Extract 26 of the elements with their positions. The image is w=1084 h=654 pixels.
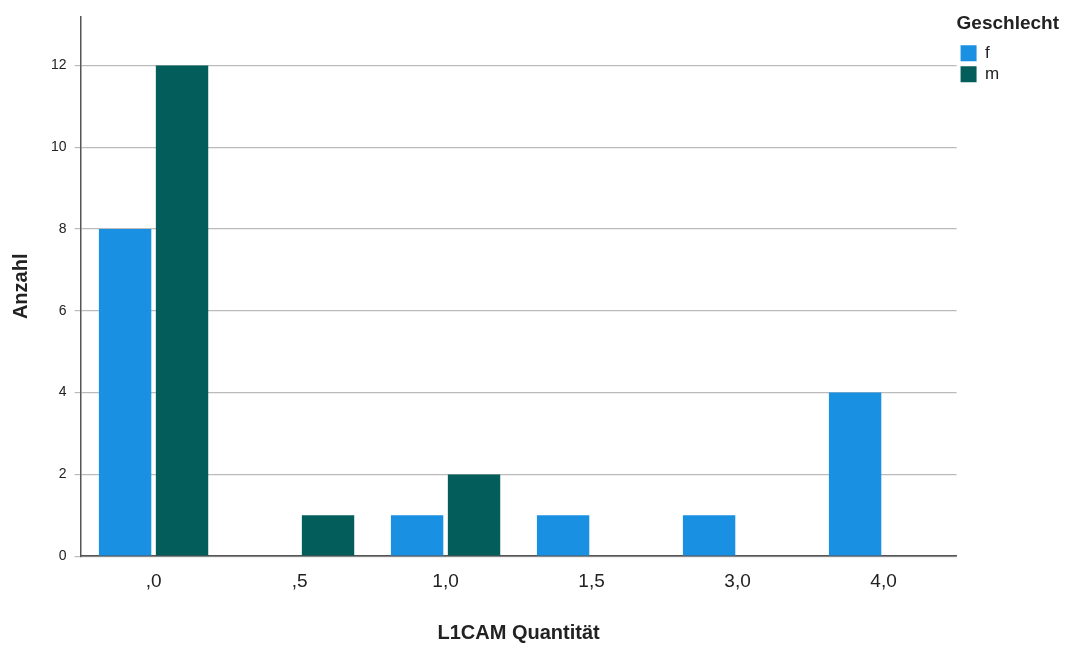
y-tick-label: 8 — [58, 219, 67, 236]
y-tick-label: 6 — [58, 301, 67, 318]
x-tick-label: 1,5 — [578, 569, 605, 591]
x-tick-label: 4,0 — [870, 569, 897, 591]
legend-label: m — [985, 63, 1000, 83]
x-axis-title: L1CAM Quantität — [437, 620, 601, 643]
y-tick-label: 4 — [58, 383, 67, 400]
bar — [682, 515, 736, 556]
y-tick-label: 2 — [58, 465, 67, 482]
bar — [98, 229, 152, 556]
legend-title: Geschlecht — [956, 11, 1060, 33]
y-tick-label: 10 — [50, 138, 67, 155]
x-tick-label: 1,0 — [432, 569, 459, 591]
bar — [301, 515, 355, 556]
bar — [390, 515, 444, 556]
bar — [828, 392, 882, 556]
bar — [155, 65, 209, 556]
x-tick-label: ,5 — [291, 569, 308, 591]
bar — [536, 515, 590, 556]
bar — [447, 474, 501, 556]
y-tick-label: 0 — [58, 547, 67, 564]
legend-label: f — [985, 42, 991, 62]
x-tick-label: ,0 — [145, 569, 162, 591]
x-tick-label: 3,0 — [724, 569, 751, 591]
y-tick-label: 12 — [50, 56, 67, 73]
y-axis-title: Anzahl — [8, 253, 31, 320]
